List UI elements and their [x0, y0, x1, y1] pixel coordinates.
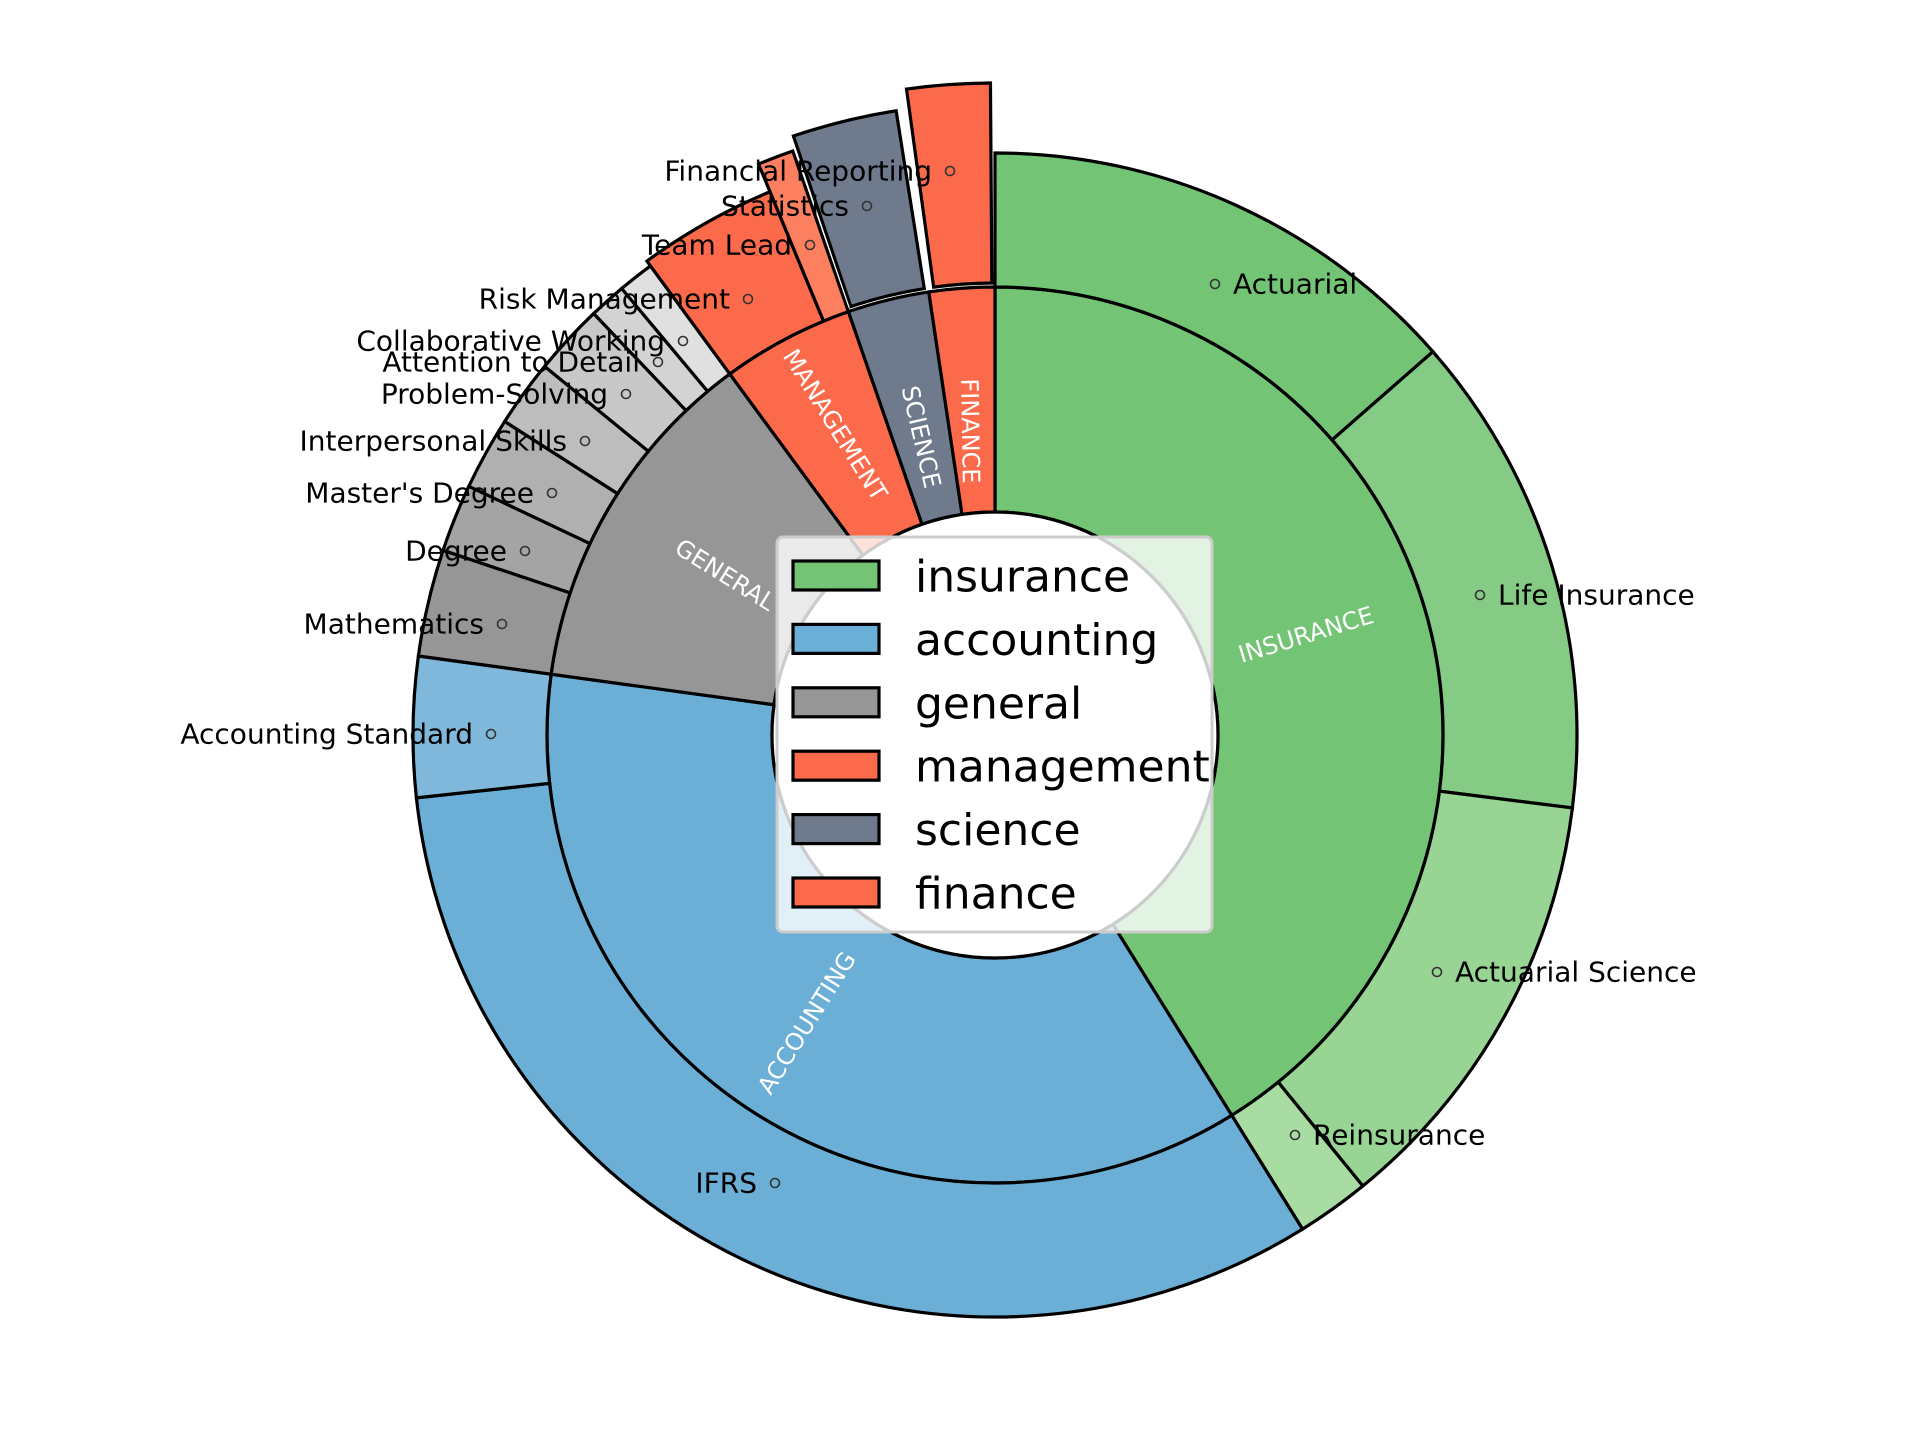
legend-swatch-insurance: [791, 559, 881, 592]
outer-label-team-lead: Team Lead: [641, 229, 816, 262]
label-marker-icon: [861, 200, 873, 212]
outer-label-problem-solving: Problem-Solving: [381, 378, 632, 411]
outer-label-text: Master's Degree: [305, 477, 534, 510]
outer-label-text: Actuarial: [1233, 268, 1357, 301]
outer-label-actuarial-science: Actuarial Science: [1431, 956, 1697, 989]
outer-wedge-financial-reporting: [904, 81, 994, 289]
label-marker-icon: [485, 728, 497, 740]
label-marker-icon: [1289, 1129, 1301, 1141]
outer-label-text: Statistics: [721, 190, 849, 223]
legend-label: science: [915, 805, 1081, 856]
legend-entry-science: science: [791, 805, 1081, 856]
label-marker-icon: [677, 335, 689, 347]
legend-frame: [775, 535, 1214, 934]
outer-label-text: Degree: [405, 535, 507, 568]
label-marker-icon: [652, 356, 664, 368]
outer-label-risk-management: Risk Management: [479, 283, 754, 316]
legend-label: insurance: [915, 552, 1130, 603]
outer-label-reinsurance: Reinsurance: [1289, 1119, 1485, 1152]
label-marker-icon: [546, 487, 558, 499]
outer-label-mathematics: Mathematics: [304, 608, 508, 641]
legend-entry-finance: finance: [791, 869, 1077, 920]
outer-label-text: Accounting Standard: [180, 718, 473, 751]
outer-label-text: Mathematics: [304, 608, 484, 641]
outer-label-ifrs: IFRS: [695, 1167, 781, 1200]
outer-label-text: Attention to Detail: [382, 346, 640, 379]
legend-label: accounting: [915, 615, 1158, 666]
legend-entry-accounting: accounting: [791, 615, 1158, 666]
label-marker-icon: [519, 545, 531, 557]
label-marker-icon: [496, 618, 508, 630]
legend-entry-management: management: [791, 742, 1210, 793]
legend: insurance accounting general management scie…: [775, 535, 1214, 934]
label-marker-icon: [620, 388, 632, 400]
outer-label-text: Financial Reporting: [664, 155, 932, 188]
legend-swatch-finance: [791, 876, 881, 909]
explode-gap-line: [792, 144, 850, 308]
outer-wedge-team-lead: [756, 148, 851, 324]
outer-ring: [411, 81, 1579, 1319]
legend-label: management: [915, 742, 1210, 793]
label-marker-icon: [769, 1177, 781, 1189]
label-marker-icon: [579, 435, 591, 447]
outer-label-text: IFRS: [695, 1167, 757, 1200]
legend-label: finance: [915, 869, 1077, 920]
outer-label-text: Reinsurance: [1313, 1119, 1485, 1152]
legend-swatch-science: [791, 812, 881, 846]
label-marker-icon: [1431, 966, 1443, 978]
outer-wedge-ifrs: [414, 781, 1305, 1319]
outer-label-collaborative-working: Collaborative Working: [356, 325, 689, 358]
legend-swatch-general: [791, 686, 881, 719]
legend-entry-insurance: insurance: [791, 552, 1130, 603]
outer-label-master-s-degree: Master's Degree: [305, 477, 558, 510]
label-marker-icon: [944, 165, 956, 177]
outer-label-accounting-standard: Accounting Standard: [180, 718, 497, 751]
outer-label-text: Team Lead: [641, 229, 792, 262]
outer-label-attention-to-detail: Attention to Detail: [382, 346, 664, 379]
outer-label-life-insurance: Life Insurance: [1474, 579, 1695, 612]
outer-label-statistics: Statistics: [721, 190, 873, 223]
label-marker-icon: [742, 293, 754, 305]
label-marker-icon: [1209, 278, 1221, 290]
outer-wedge-statistics: [791, 108, 927, 309]
outer-ring-labels: Actuarial Life Insurance Actuarial Science…: [180, 155, 1696, 1200]
outer-label-text: Risk Management: [479, 283, 730, 316]
outer-label-degree: Degree: [405, 535, 531, 568]
outer-label-text: Actuarial Science: [1455, 956, 1697, 989]
legend-entry-general: general: [791, 678, 1082, 729]
outer-label-text: Collaborative Working: [356, 325, 665, 358]
legend-label: general: [915, 678, 1082, 729]
inner-label-finance: FINANCE: [955, 378, 985, 484]
label-marker-icon: [804, 239, 816, 251]
outer-label-actuarial: Actuarial: [1209, 268, 1357, 301]
legend-swatch-accounting: [791, 622, 881, 656]
outer-label-text: Life Insurance: [1498, 579, 1695, 612]
outer-label-text: Interpersonal Skills: [300, 425, 567, 458]
legend-swatch-management: [791, 749, 881, 782]
outer-label-text: Problem-Solving: [381, 378, 608, 411]
outer-label-interpersonal-skills: Interpersonal Skills: [300, 425, 591, 458]
label-marker-icon: [1474, 589, 1486, 601]
outer-label-financial-reporting: Financial Reporting: [664, 155, 956, 188]
